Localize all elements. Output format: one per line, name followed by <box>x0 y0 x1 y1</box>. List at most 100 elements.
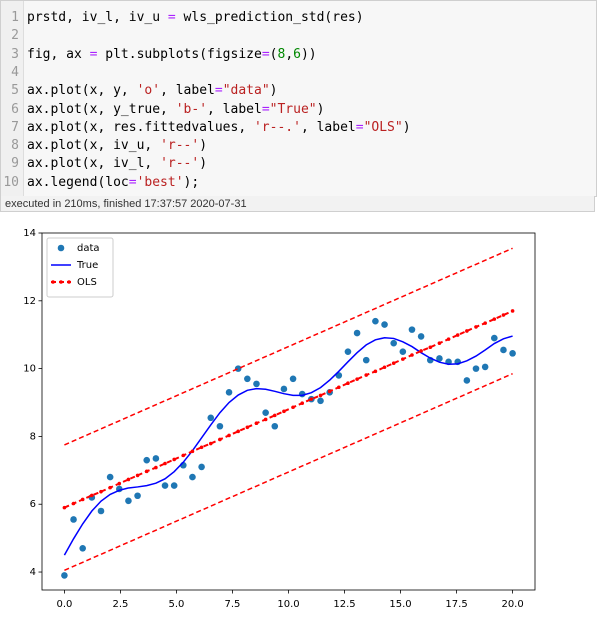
line-marker <box>382 365 387 370</box>
line-marker <box>199 445 204 450</box>
line-marker <box>291 405 295 410</box>
line-marker <box>364 373 369 377</box>
data-point <box>79 544 86 552</box>
data-point <box>189 473 196 481</box>
code-line: ax.plot(x, y, 'o', label="data") <box>27 83 278 99</box>
line-marker <box>282 409 286 414</box>
data-point <box>134 492 141 500</box>
line-marker <box>227 433 231 438</box>
data-point <box>198 463 205 471</box>
y-tick-label: 6 <box>30 499 36 510</box>
line-number: 1 <box>11 10 19 25</box>
data-point <box>399 348 407 355</box>
legend-marker <box>59 280 63 284</box>
series-line <box>64 373 513 572</box>
line-marker <box>337 385 341 390</box>
data-point <box>97 507 105 515</box>
data-point <box>125 497 132 505</box>
x-tick-label: 12.5 <box>333 599 355 610</box>
line-number: 10 <box>3 174 19 190</box>
data-point <box>317 397 324 405</box>
line-marker <box>410 353 414 357</box>
line-marker <box>474 325 478 329</box>
data-point <box>436 355 443 362</box>
data-point <box>271 422 279 430</box>
line-marker <box>272 413 277 418</box>
data-point <box>280 385 288 393</box>
line-marker <box>318 393 323 398</box>
data-point <box>362 356 370 364</box>
data-point <box>509 350 516 357</box>
data-point <box>170 482 178 489</box>
line-marker <box>80 497 85 502</box>
y-tick-label: 12 <box>23 296 36 307</box>
data-point <box>143 456 151 464</box>
gutter <box>1 1 24 196</box>
legend-marker <box>67 280 71 284</box>
line-marker <box>465 329 469 333</box>
line-marker <box>144 469 149 474</box>
data-point <box>70 516 77 523</box>
line-marker <box>208 441 213 446</box>
x-tick-label: 7.5 <box>225 599 241 610</box>
line-marker <box>117 481 122 486</box>
line-number: 2 <box>11 28 19 44</box>
line-marker <box>99 489 103 494</box>
line-number: 3 <box>11 46 19 62</box>
line-marker <box>346 381 350 385</box>
chart: 4 6 8 10 12 14 0.0 2.5 5.0 7.5 10.0 12.5 15.0 17.5 20.… <box>23 228 536 610</box>
line-marker <box>126 477 131 482</box>
legend-label: OLS <box>77 277 97 288</box>
line-marker <box>309 397 314 401</box>
code-line: prstd, iv_l, iv_u = wls_prediction_std(r… <box>27 10 364 25</box>
series-line <box>63 335 513 556</box>
line-marker <box>190 449 195 454</box>
data-point <box>152 455 160 462</box>
data-point <box>207 414 215 422</box>
line-marker <box>236 429 240 434</box>
line-marker <box>71 501 76 506</box>
line-number: 9 <box>11 156 19 172</box>
code-line: ax.plot(x, y_true, 'b-', label="True") <box>27 101 325 117</box>
line-marker <box>428 345 433 350</box>
data-point <box>216 422 224 430</box>
data-point <box>500 346 507 354</box>
data-point <box>463 377 471 384</box>
data-point <box>390 339 397 347</box>
line-marker <box>163 461 167 466</box>
code-line: ax.plot(x, iv_u, 'r--') <box>27 138 208 154</box>
line-marker <box>154 465 158 470</box>
data-point <box>481 363 489 371</box>
data-point <box>253 380 260 388</box>
line-marker <box>510 309 515 313</box>
code-line: ax.plot(x, iv_l, 'r--') <box>27 156 208 172</box>
legend-label: True <box>76 260 98 271</box>
code-cell[interactable]: 1 prstd, iv_l, iv_u = wls_prediction_std(… <box>0 0 597 197</box>
line-number: 7 <box>11 119 19 135</box>
line-marker <box>419 349 423 353</box>
x-tick-label: 15.0 <box>389 599 411 610</box>
line-marker <box>181 453 186 458</box>
x-tick-label: 0.0 <box>56 599 72 610</box>
line-marker <box>483 321 487 325</box>
line-marker <box>300 401 305 405</box>
line-marker <box>254 421 259 425</box>
plot-frame <box>41 232 536 591</box>
line-marker <box>90 493 94 498</box>
x-tick-label: 20.0 <box>501 599 523 610</box>
line-marker <box>172 457 176 462</box>
data-point <box>289 375 297 383</box>
code-line: ax.legend(loc='best'); <box>27 174 200 190</box>
line-marker <box>492 317 497 321</box>
data-point <box>161 482 169 489</box>
x-tick-label: 5.0 <box>169 599 185 610</box>
x-tick-label: 10.0 <box>277 599 299 610</box>
y-tick-label: 8 <box>30 431 36 442</box>
data-point <box>417 333 425 340</box>
data-point <box>408 326 416 333</box>
data-point <box>225 389 233 396</box>
x-tick-label: 2.5 <box>112 599 128 610</box>
x-tick-label: 17.5 <box>445 599 467 610</box>
code-line: ax.plot(x, res.fittedvalues, 'r--.', lab… <box>27 119 411 135</box>
